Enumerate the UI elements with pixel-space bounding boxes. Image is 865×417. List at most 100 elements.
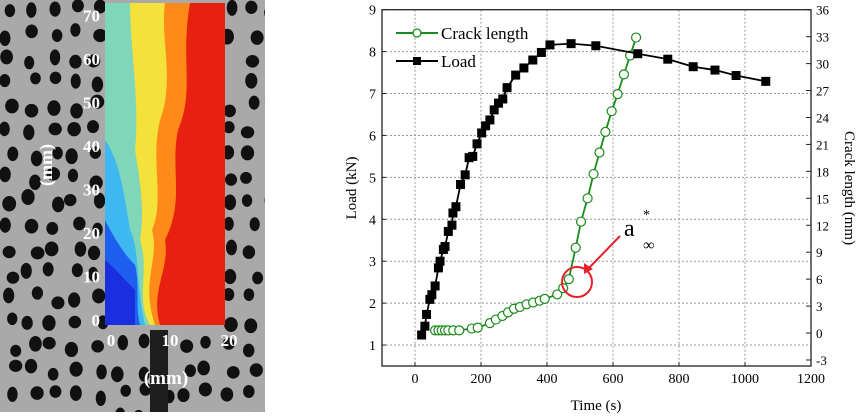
speckle-dot [248, 95, 260, 110]
speckle-dot [29, 174, 41, 190]
annotation-label: a [624, 216, 635, 242]
speckle-dot [90, 94, 105, 109]
data-point [731, 71, 741, 81]
data-point [511, 70, 521, 80]
speckle-dot [117, 334, 129, 351]
speckle-dot [69, 361, 83, 377]
speckle-dot [134, 409, 143, 412]
notch [150, 330, 168, 412]
legend-label: Crack length [441, 24, 529, 43]
y-tick-label: 1 [369, 339, 376, 354]
y-tick-label: 7 [369, 88, 376, 103]
speckle-dot [42, 262, 54, 277]
speckle-dot [23, 124, 35, 141]
data-point [761, 76, 771, 86]
speckle-dot [264, 197, 265, 204]
photo-y-tick-label: 60 [83, 50, 100, 69]
data-point [489, 105, 499, 115]
x-tick-label: 1000 [731, 372, 759, 387]
data-point [552, 289, 563, 300]
speckle-dot [266, 292, 277, 304]
data-point [594, 147, 605, 158]
speckle-dot [24, 358, 38, 374]
speckle-dot [242, 245, 256, 260]
speckle-dot [70, 23, 81, 37]
speckle-dot [30, 72, 41, 85]
speckle-dot [86, 54, 101, 68]
y2-tick-label: 30 [816, 57, 829, 72]
legend-label: Load [441, 52, 476, 71]
data-point [481, 121, 491, 131]
speckle-dot [223, 121, 235, 134]
speckle-dot [225, 239, 237, 256]
data-point [575, 216, 587, 227]
y-tick-label: 8 [369, 46, 376, 61]
speckle-dot [223, 216, 234, 231]
data-point [633, 49, 643, 59]
data-point [566, 39, 576, 49]
speckle-dot [243, 343, 255, 358]
annotation-arrow [587, 235, 621, 270]
photo-y-tick-label: 10 [83, 268, 100, 287]
y-tick-label: 5 [369, 171, 376, 186]
data-point [430, 281, 440, 291]
data-point [472, 139, 482, 149]
data-point [663, 54, 673, 64]
speckle-dot [67, 168, 79, 183]
data-point [600, 126, 611, 137]
series-layer [417, 32, 771, 340]
speckle-dot [64, 341, 79, 358]
speckle-dot [2, 245, 16, 259]
y2-tick-label: 12 [816, 218, 829, 233]
speckle-dot [49, 385, 62, 398]
speckle-dot [93, 414, 107, 417]
data-point [440, 242, 450, 252]
data-point [630, 32, 642, 43]
speckle-dot [93, 192, 106, 209]
speckle-dot [120, 384, 131, 397]
photo-x-tick-label: 20 [221, 331, 238, 350]
data-point [612, 89, 623, 100]
speckle-dot [64, 193, 77, 207]
speckle-dot [202, 413, 214, 417]
data-point [588, 168, 599, 180]
speckle-dot [7, 312, 18, 326]
speckle-dot [264, 99, 265, 103]
data-point [528, 55, 538, 65]
speckle-dot [47, 367, 59, 381]
speckle-dot [93, 0, 107, 14]
speckle-dot [240, 145, 255, 161]
speckle-dot [225, 173, 238, 186]
data-point [539, 293, 550, 305]
photo-y-tick-label: 40 [83, 137, 100, 156]
speckle-dot [26, 412, 37, 417]
speckle-dot [49, 49, 61, 66]
speckle-dot [21, 189, 35, 206]
speckle-dot [51, 296, 65, 310]
annotation: a * ∞ [561, 208, 654, 298]
data-point [582, 193, 593, 204]
speckle-dot [68, 292, 81, 308]
speckle-dot [250, 30, 264, 45]
speckle-dot [138, 366, 150, 382]
speckle-dot [177, 388, 190, 403]
speckle-dot [92, 288, 106, 304]
y-tick-label: 6 [369, 129, 376, 144]
data-point [688, 62, 698, 72]
data-point [710, 65, 720, 75]
y2-tick-label: 18 [816, 164, 829, 179]
highlight-circle [561, 266, 593, 298]
speckle-dot [275, 310, 285, 325]
data-point [460, 170, 470, 180]
data-point [425, 294, 435, 304]
speckle-dot [44, 241, 59, 257]
speckle-dot [269, 73, 279, 89]
speckle-dot [111, 366, 124, 383]
speckle-dot [51, 29, 63, 42]
y2-tick-label: 6 [816, 272, 823, 287]
speckle-dot [0, 217, 11, 233]
speckle-dot [270, 167, 280, 180]
speckle-dot [226, 0, 238, 16]
speckle-dot [10, 344, 22, 357]
